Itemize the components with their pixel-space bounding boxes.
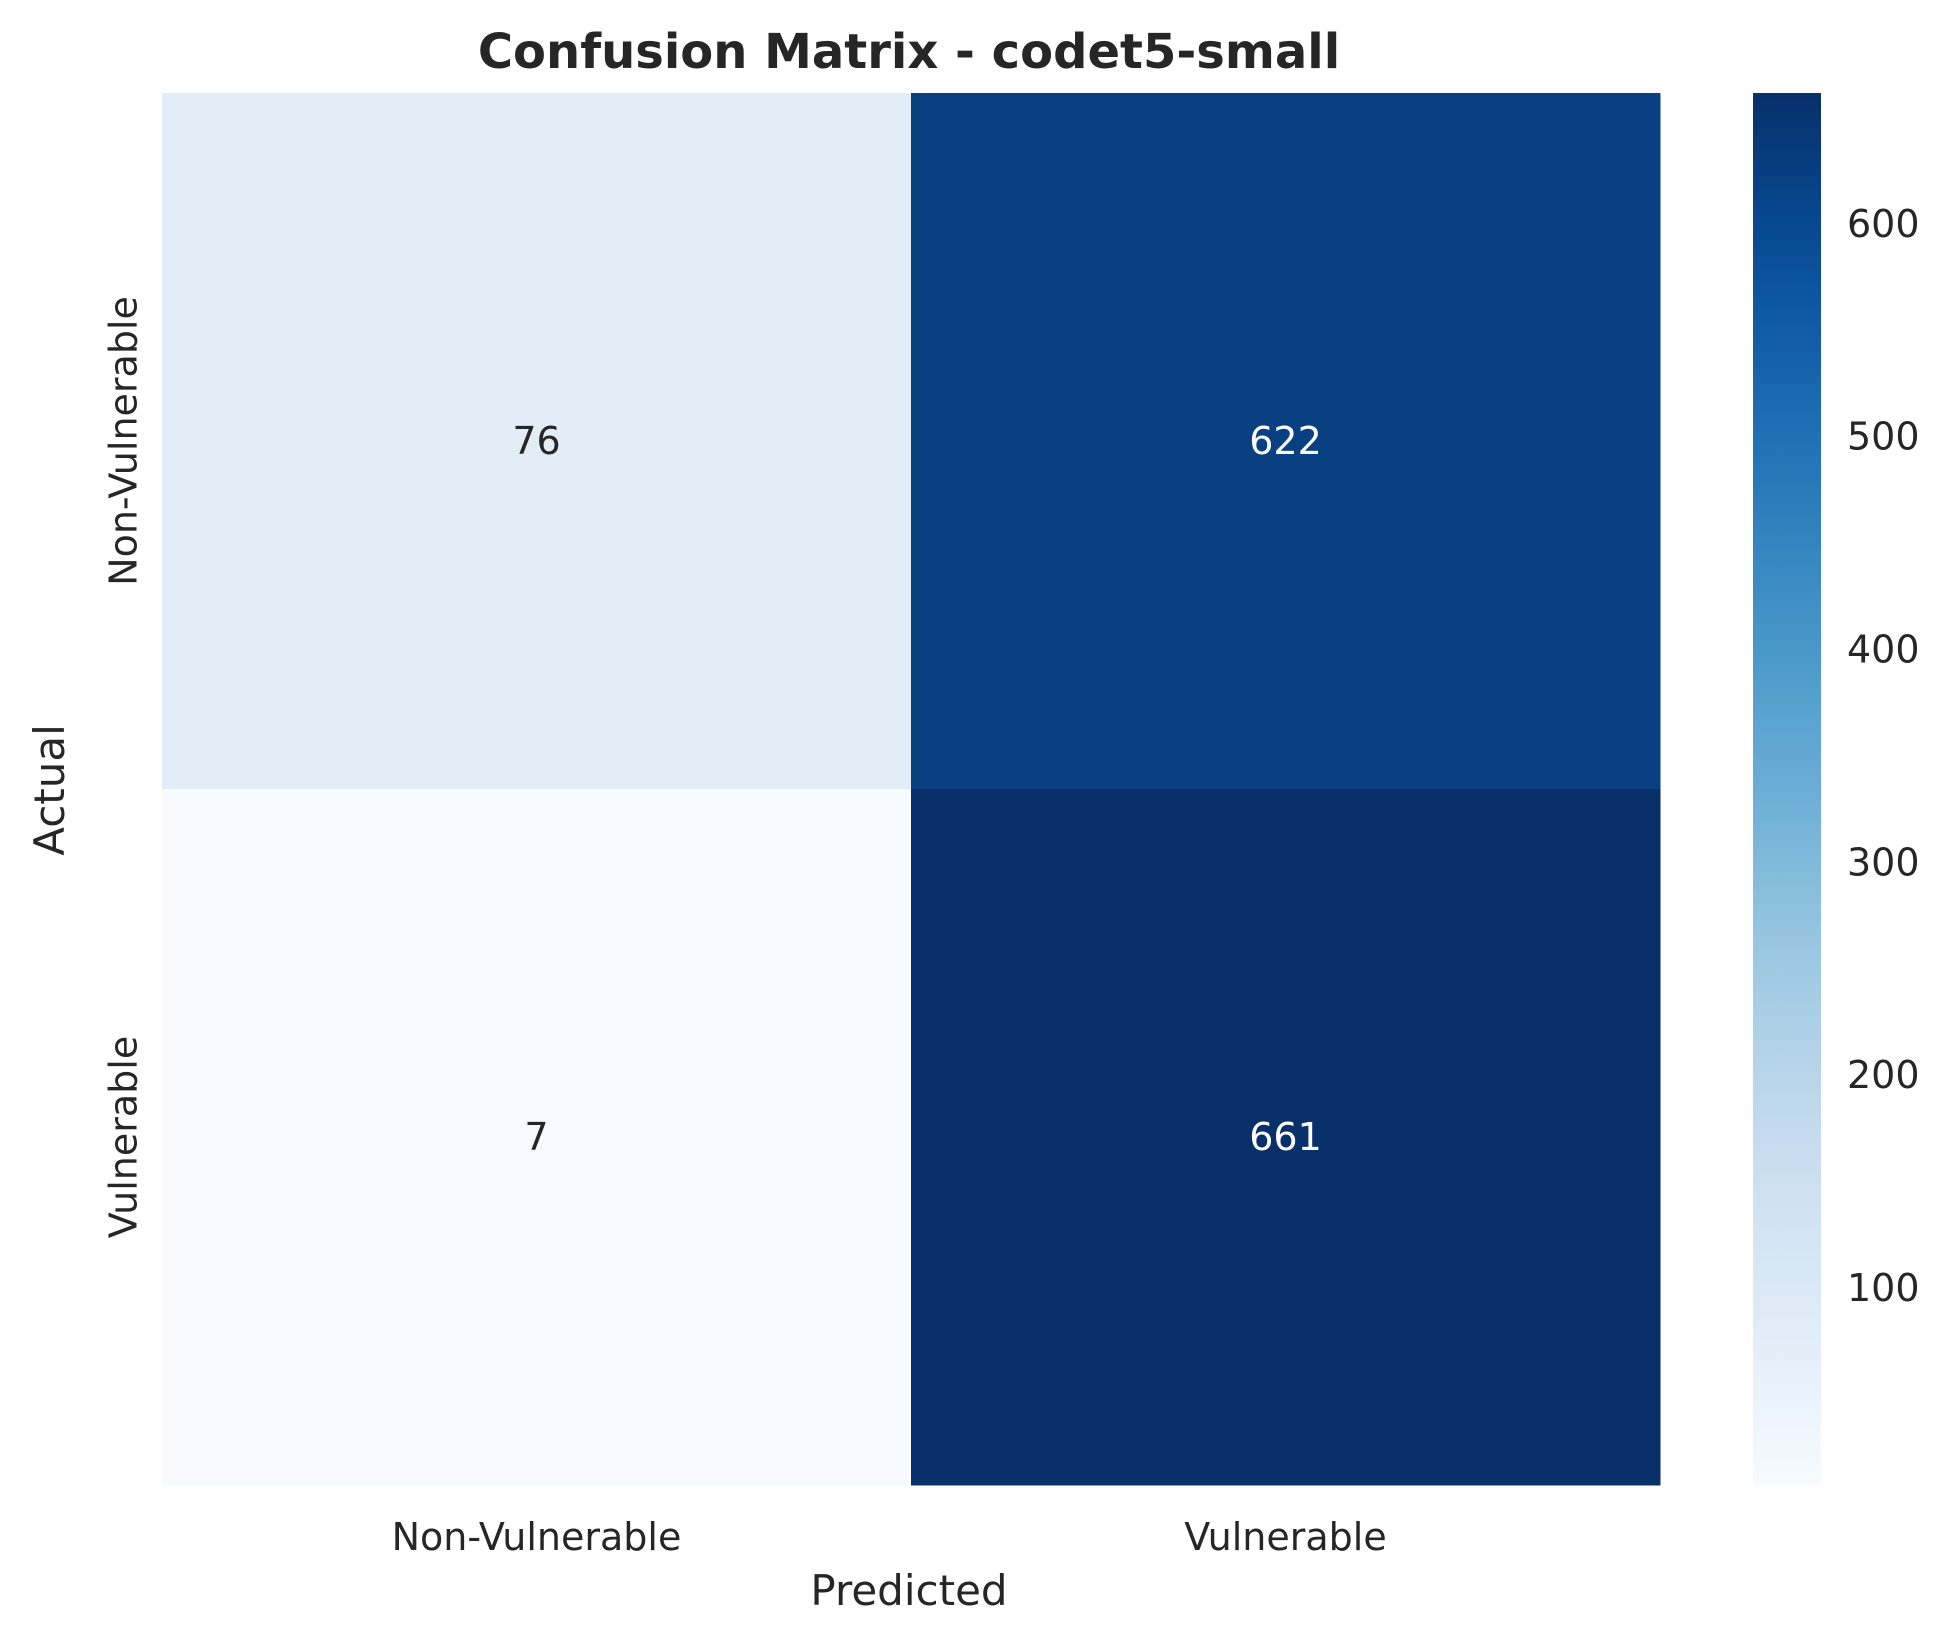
cell-value-label: 76 — [512, 419, 560, 463]
heatmap-cell — [162, 93, 912, 790]
x-tick-label: Non-Vulnerable — [392, 1515, 682, 1559]
x-tick-label: Vulnerable — [1184, 1515, 1387, 1559]
chart-title: Confusion Matrix - codet5-small — [478, 24, 1340, 80]
cell-value-label: 622 — [1249, 419, 1322, 463]
colorbar-tick-label: 500 — [1847, 415, 1920, 459]
y-tick-label: Vulnerable — [102, 1036, 146, 1239]
colorbar-tick-label: 400 — [1847, 628, 1920, 672]
heatmap-cell-labels: 76 622 7 661 — [512, 419, 1321, 1159]
y-axis-label: Actual — [25, 724, 74, 856]
heatmap-cell — [162, 789, 912, 1486]
heatmap-cell — [911, 93, 1661, 790]
y-tick-labels: Non-Vulnerable Vulnerable — [102, 296, 146, 1238]
colorbar-tick-label: 300 — [1847, 840, 1920, 884]
colorbar-tick-label: 200 — [1847, 1053, 1920, 1097]
heatmap-cell — [911, 789, 1661, 1486]
colorbar-gradient — [1753, 93, 1821, 1485]
x-tick-labels: Non-Vulnerable Vulnerable — [392, 1515, 1387, 1559]
y-tick-label: Non-Vulnerable — [102, 296, 146, 586]
colorbar-tick-label: 100 — [1847, 1266, 1920, 1310]
cell-value-label: 661 — [1249, 1115, 1322, 1159]
heatmap-cells — [162, 93, 1661, 1486]
x-axis-label: Predicted — [810, 1566, 1007, 1615]
colorbar-tick-label: 600 — [1847, 202, 1920, 246]
cell-value-label: 7 — [524, 1115, 548, 1159]
colorbar: 100 200 300 400 500 600 — [1753, 93, 1920, 1485]
